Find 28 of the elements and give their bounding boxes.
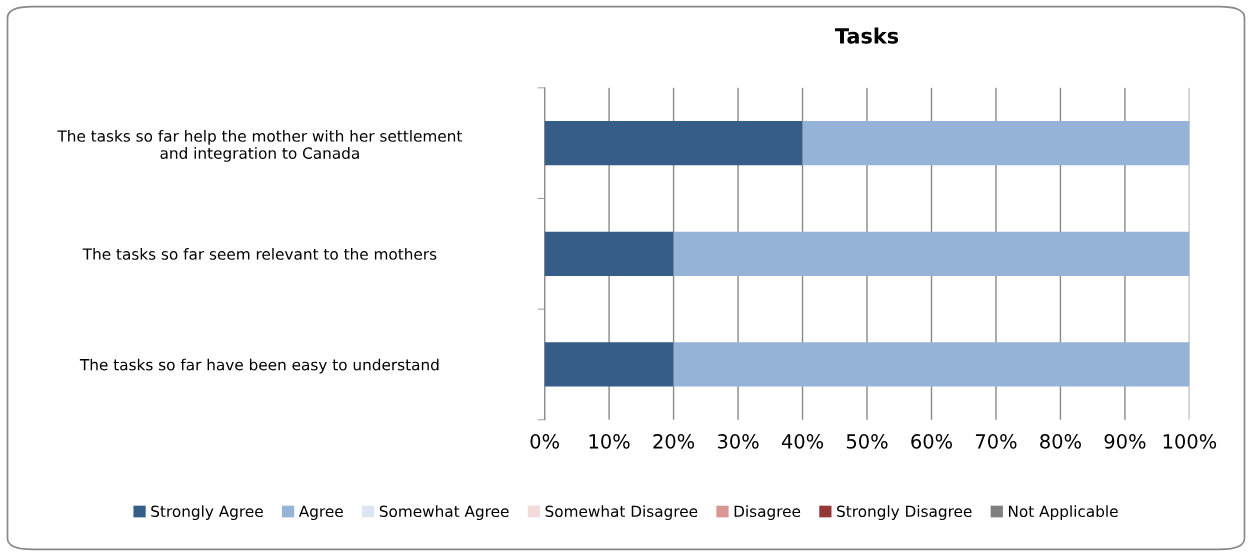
legend-label: Somewhat Disagree: [545, 505, 698, 521]
bar: [673, 231, 1190, 276]
x-tick-label: 60%: [911, 434, 953, 449]
x-tick-label: 20%: [653, 434, 695, 449]
chart-title: Tasks: [834, 27, 899, 44]
bar: [544, 121, 803, 166]
legend-label: Not Applicable: [1008, 505, 1118, 521]
x-tick-label: 30%: [717, 434, 759, 449]
x-tick-label: 70%: [975, 434, 1017, 449]
legend-label: Strongly Disagree: [837, 505, 972, 521]
y-tick-label: The tasks so far help the mother with her settlement and integration to Canada: [57, 129, 463, 162]
x-tick-label: 90%: [1104, 434, 1146, 449]
x-tick-label: 0%: [530, 434, 559, 449]
x-tick-label: 50%: [846, 434, 888, 449]
legend-label: Somewhat Agree: [379, 505, 509, 521]
x-tick-label: 40%: [781, 434, 824, 449]
y-tick-label: The tasks so far seem relevant to the mothers: [82, 248, 437, 260]
legend-label: Disagree: [734, 505, 801, 521]
bar: [802, 121, 1190, 166]
bar: [544, 231, 674, 276]
x-tick-label: 100%: [1163, 434, 1217, 449]
legend-label: Agree: [298, 505, 343, 521]
legend-label: Strongly Agree: [151, 505, 263, 521]
y-tick-label: The tasks so far have been easy to understand: [79, 358, 439, 374]
bar: [673, 342, 1190, 387]
bar: [544, 342, 674, 387]
x-tick-label: 10%: [589, 434, 630, 449]
x-tick-label: 80%: [1040, 434, 1081, 449]
